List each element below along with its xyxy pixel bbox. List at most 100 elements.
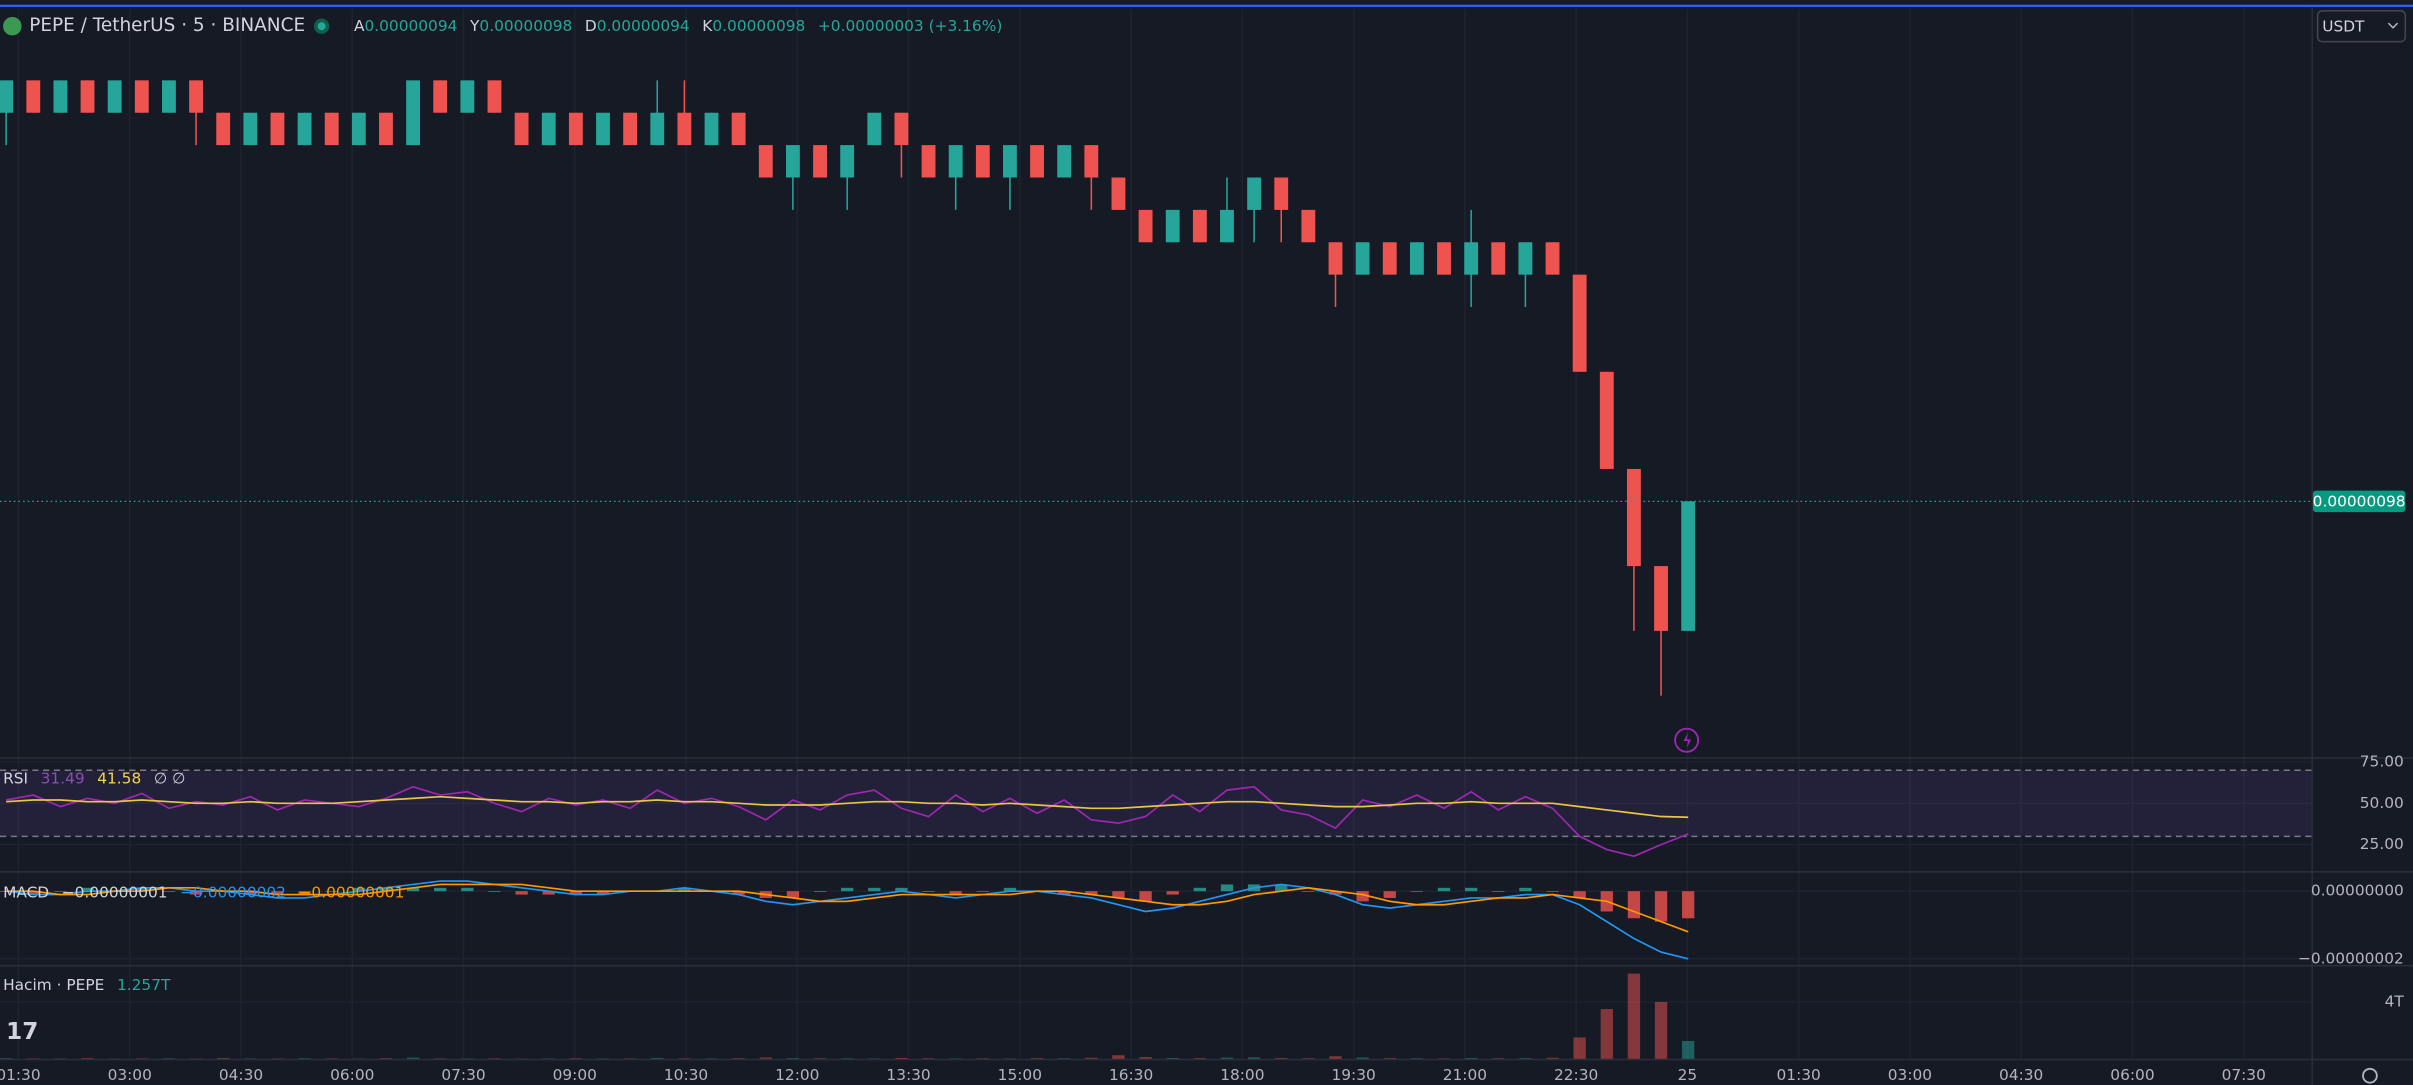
volume-bar — [379, 1058, 393, 1059]
macd-histogram-bar — [976, 891, 989, 892]
macd-histogram-bar — [162, 891, 176, 892]
macd-histogram-bar — [786, 891, 800, 898]
candle-body — [785, 145, 800, 178]
x-tick-label: 03:00 — [1888, 1066, 1932, 1084]
macd-histogram-bar — [569, 891, 583, 895]
ohlc-value: 0.00000098 — [479, 17, 572, 35]
candle-body — [867, 112, 882, 146]
candle-body — [975, 145, 990, 178]
volume-bar — [786, 1058, 800, 1059]
macd-histogram-bar — [868, 887, 881, 892]
y-tick-label: −0.00000002 — [2298, 949, 2404, 967]
macd-histogram-bar — [1682, 891, 1695, 919]
macd-histogram-bar — [1410, 891, 1424, 892]
macd-histogram-bar — [895, 887, 908, 892]
settings-icon[interactable] — [2362, 1067, 2378, 1084]
status-dot — [317, 22, 326, 31]
ma-line — [6, 795, 1689, 819]
x-tick-label: 16:30 — [1109, 1066, 1153, 1084]
macd-histogram-bar — [1329, 891, 1342, 895]
candle-body — [568, 112, 583, 146]
macd-title: MACD — [3, 883, 49, 901]
x-tick-label: 13:30 — [886, 1066, 930, 1084]
macd-histogram-bar — [1437, 887, 1451, 892]
ohlc-value: 0.00000098 — [712, 17, 805, 35]
ohlc-key: A — [354, 17, 365, 35]
candle-body — [379, 112, 393, 146]
candle-body — [162, 80, 176, 113]
candle-body — [1681, 501, 1696, 631]
macd-histogram-bar — [298, 891, 311, 895]
rsi-legend: RSI 31.49 41.58 ∅ ∅ — [3, 769, 185, 787]
currency-label: USDT — [2322, 17, 2365, 35]
candle-body — [1003, 145, 1017, 178]
last-price-label: 0.00000098 — [2313, 493, 2406, 511]
volume-bar — [1627, 973, 1641, 1059]
x-tick-label: 19:30 — [1331, 1066, 1375, 1084]
volume-bar — [1464, 1057, 1478, 1059]
volume-bar — [1546, 1057, 1559, 1059]
change: +0.00000003 (+3.16%) — [818, 17, 1002, 35]
candle-body — [107, 80, 122, 113]
candle-body — [948, 145, 963, 178]
volume-bar — [651, 1057, 664, 1059]
volume-bar — [1329, 1056, 1342, 1059]
signal-line — [6, 883, 1689, 933]
macd-line — [6, 880, 1689, 960]
candle-body — [1491, 242, 1506, 275]
macd-histogram-bar — [1085, 891, 1098, 895]
volume-title: Hacim · PEPE — [3, 975, 104, 993]
volume-bar — [1302, 1058, 1315, 1059]
plot — [0, 80, 2312, 1059]
tv-logo: 𝟭𝟳 — [6, 1019, 38, 1045]
candle-body — [1382, 242, 1397, 275]
macd-histogram-bar — [379, 887, 393, 892]
volume-bar — [1112, 1055, 1125, 1059]
macd-histogram-bar — [1492, 891, 1505, 892]
x-tick-label: 12:00 — [775, 1066, 819, 1084]
macd-histogram-bar — [352, 887, 365, 892]
macd-histogram-bar — [81, 887, 94, 892]
macd-histogram-bar — [1383, 891, 1396, 898]
candle-body — [894, 112, 909, 146]
candle-body — [1030, 145, 1044, 178]
macd-value: −0.00000002 — [180, 883, 286, 901]
ohlc-value: 0.00000094 — [364, 17, 457, 35]
y-tick-label: 25.00 — [2360, 835, 2404, 853]
y-tick-label: 50.00 — [2360, 794, 2404, 812]
rsi-ma-value: 41.58 — [97, 769, 141, 787]
volume-bar — [1247, 1057, 1261, 1059]
macd-signal-value: −0.00000001 — [299, 883, 405, 901]
macd-histogram-bar — [813, 891, 827, 892]
volume-bar — [1682, 1040, 1695, 1059]
candle-body — [0, 80, 14, 113]
symbol-title[interactable]: PEPE / TetherUS · 5 · BINANCE — [29, 15, 305, 36]
candle-body — [216, 112, 231, 146]
candle-body — [324, 112, 339, 146]
volume-bar — [1654, 1001, 1668, 1059]
x-tick-label: 06:00 — [330, 1066, 374, 1084]
candle-body — [351, 112, 366, 146]
rsi-value: 31.49 — [41, 769, 85, 787]
candle-body — [1165, 209, 1180, 243]
candle-body — [1057, 145, 1072, 178]
macd-histogram-bar — [1193, 887, 1207, 892]
candle-body — [1247, 177, 1262, 210]
volume-bar — [813, 1058, 827, 1059]
x-tick-label: 10:30 — [664, 1066, 708, 1084]
candle-body — [1138, 209, 1153, 243]
candle-body — [840, 145, 855, 178]
event-icon[interactable] — [1674, 727, 1700, 753]
x-tick-label: 21:00 — [1443, 1066, 1487, 1084]
currency-select[interactable] — [2316, 10, 2407, 43]
volume-bar — [1600, 1009, 1613, 1059]
candle-body — [460, 80, 475, 113]
grid — [0, 9, 2312, 1059]
macd-histogram-bar — [271, 891, 284, 895]
volume-bar — [569, 1058, 583, 1059]
candle-body — [514, 112, 529, 146]
candle-body — [623, 112, 638, 146]
ohlc-key: D — [585, 17, 597, 35]
ohlc-key: Y — [469, 17, 480, 35]
